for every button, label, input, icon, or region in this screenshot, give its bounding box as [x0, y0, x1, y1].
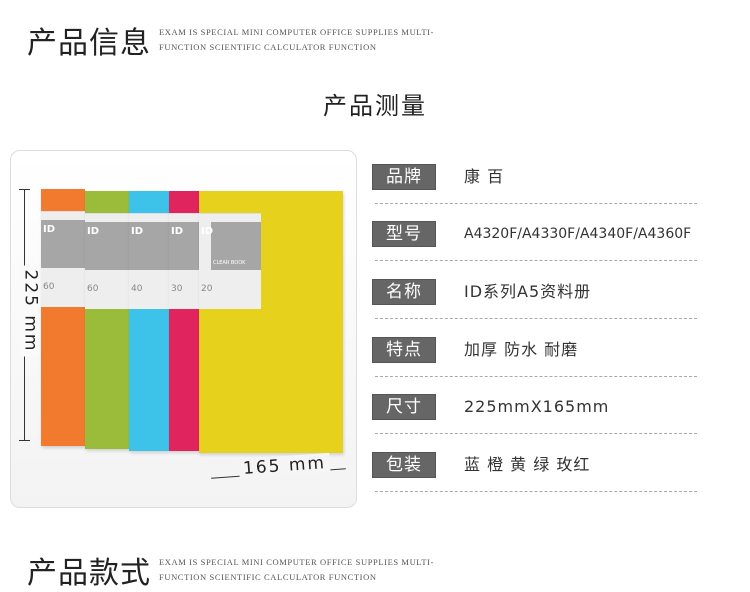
spec-value-name: ID系列A5资料册 [464, 282, 592, 301]
divider [375, 491, 697, 492]
spec-label-name: 名称 [372, 279, 436, 305]
spec-value-package: 蓝 橙 黄 绿 玫红 [464, 455, 591, 474]
width-label: 165 mm [238, 452, 331, 480]
section-header-product-styles: 产品款式 EXAM IS SPECIAL MINI COMPUTER OFFIC… [27, 548, 434, 592]
book-orange: ID 60 [41, 189, 85, 446]
spec-value-brand: 康 百 [464, 167, 505, 186]
measure-title: 产品测量 [323, 92, 427, 120]
spec-value-model: A4320F/A4330F/A4340F/A4360F [464, 226, 692, 242]
divider [375, 260, 697, 261]
divider [375, 433, 697, 434]
spec-label-package: 包装 [372, 452, 436, 478]
divider [375, 318, 697, 319]
section-title: 产品信息 [27, 26, 151, 61]
height-label: 225 mm [20, 265, 41, 357]
book-green: ID 60 [85, 191, 129, 449]
section-header-product-info: 产品信息 EXAM IS SPECIAL MINI COMPUTER OFFIC… [27, 18, 434, 62]
divider [375, 203, 697, 204]
spec-value-size: 225mmX165mm [464, 397, 610, 416]
spec-value-features: 加厚 防水 耐磨 [464, 340, 579, 359]
spec-label-size: 尺寸 [372, 394, 436, 420]
spec-label-brand: 品牌 [372, 164, 436, 190]
section-title: 产品款式 [27, 556, 151, 591]
section-subtitle: EXAM IS SPECIAL MINI COMPUTER OFFICE SUP… [159, 557, 434, 582]
book-yellow: ID 20 CLEAR BOOK [199, 191, 343, 453]
dimension-tick [19, 189, 30, 190]
dimension-tick [19, 440, 30, 441]
spec-label-features: 特点 [372, 337, 436, 363]
spec-label-model: 型号 [372, 221, 436, 247]
book-pink: ID 30 [169, 191, 201, 451]
book-blue: ID 40 [129, 191, 169, 451]
divider [375, 376, 697, 377]
section-subtitle: EXAM IS SPECIAL MINI COMPUTER OFFICE SUP… [159, 27, 434, 52]
product-image: 225 mm ID 60 ID 60 ID 40 ID 30 ID 20 CLEAR BO… [10, 150, 357, 508]
